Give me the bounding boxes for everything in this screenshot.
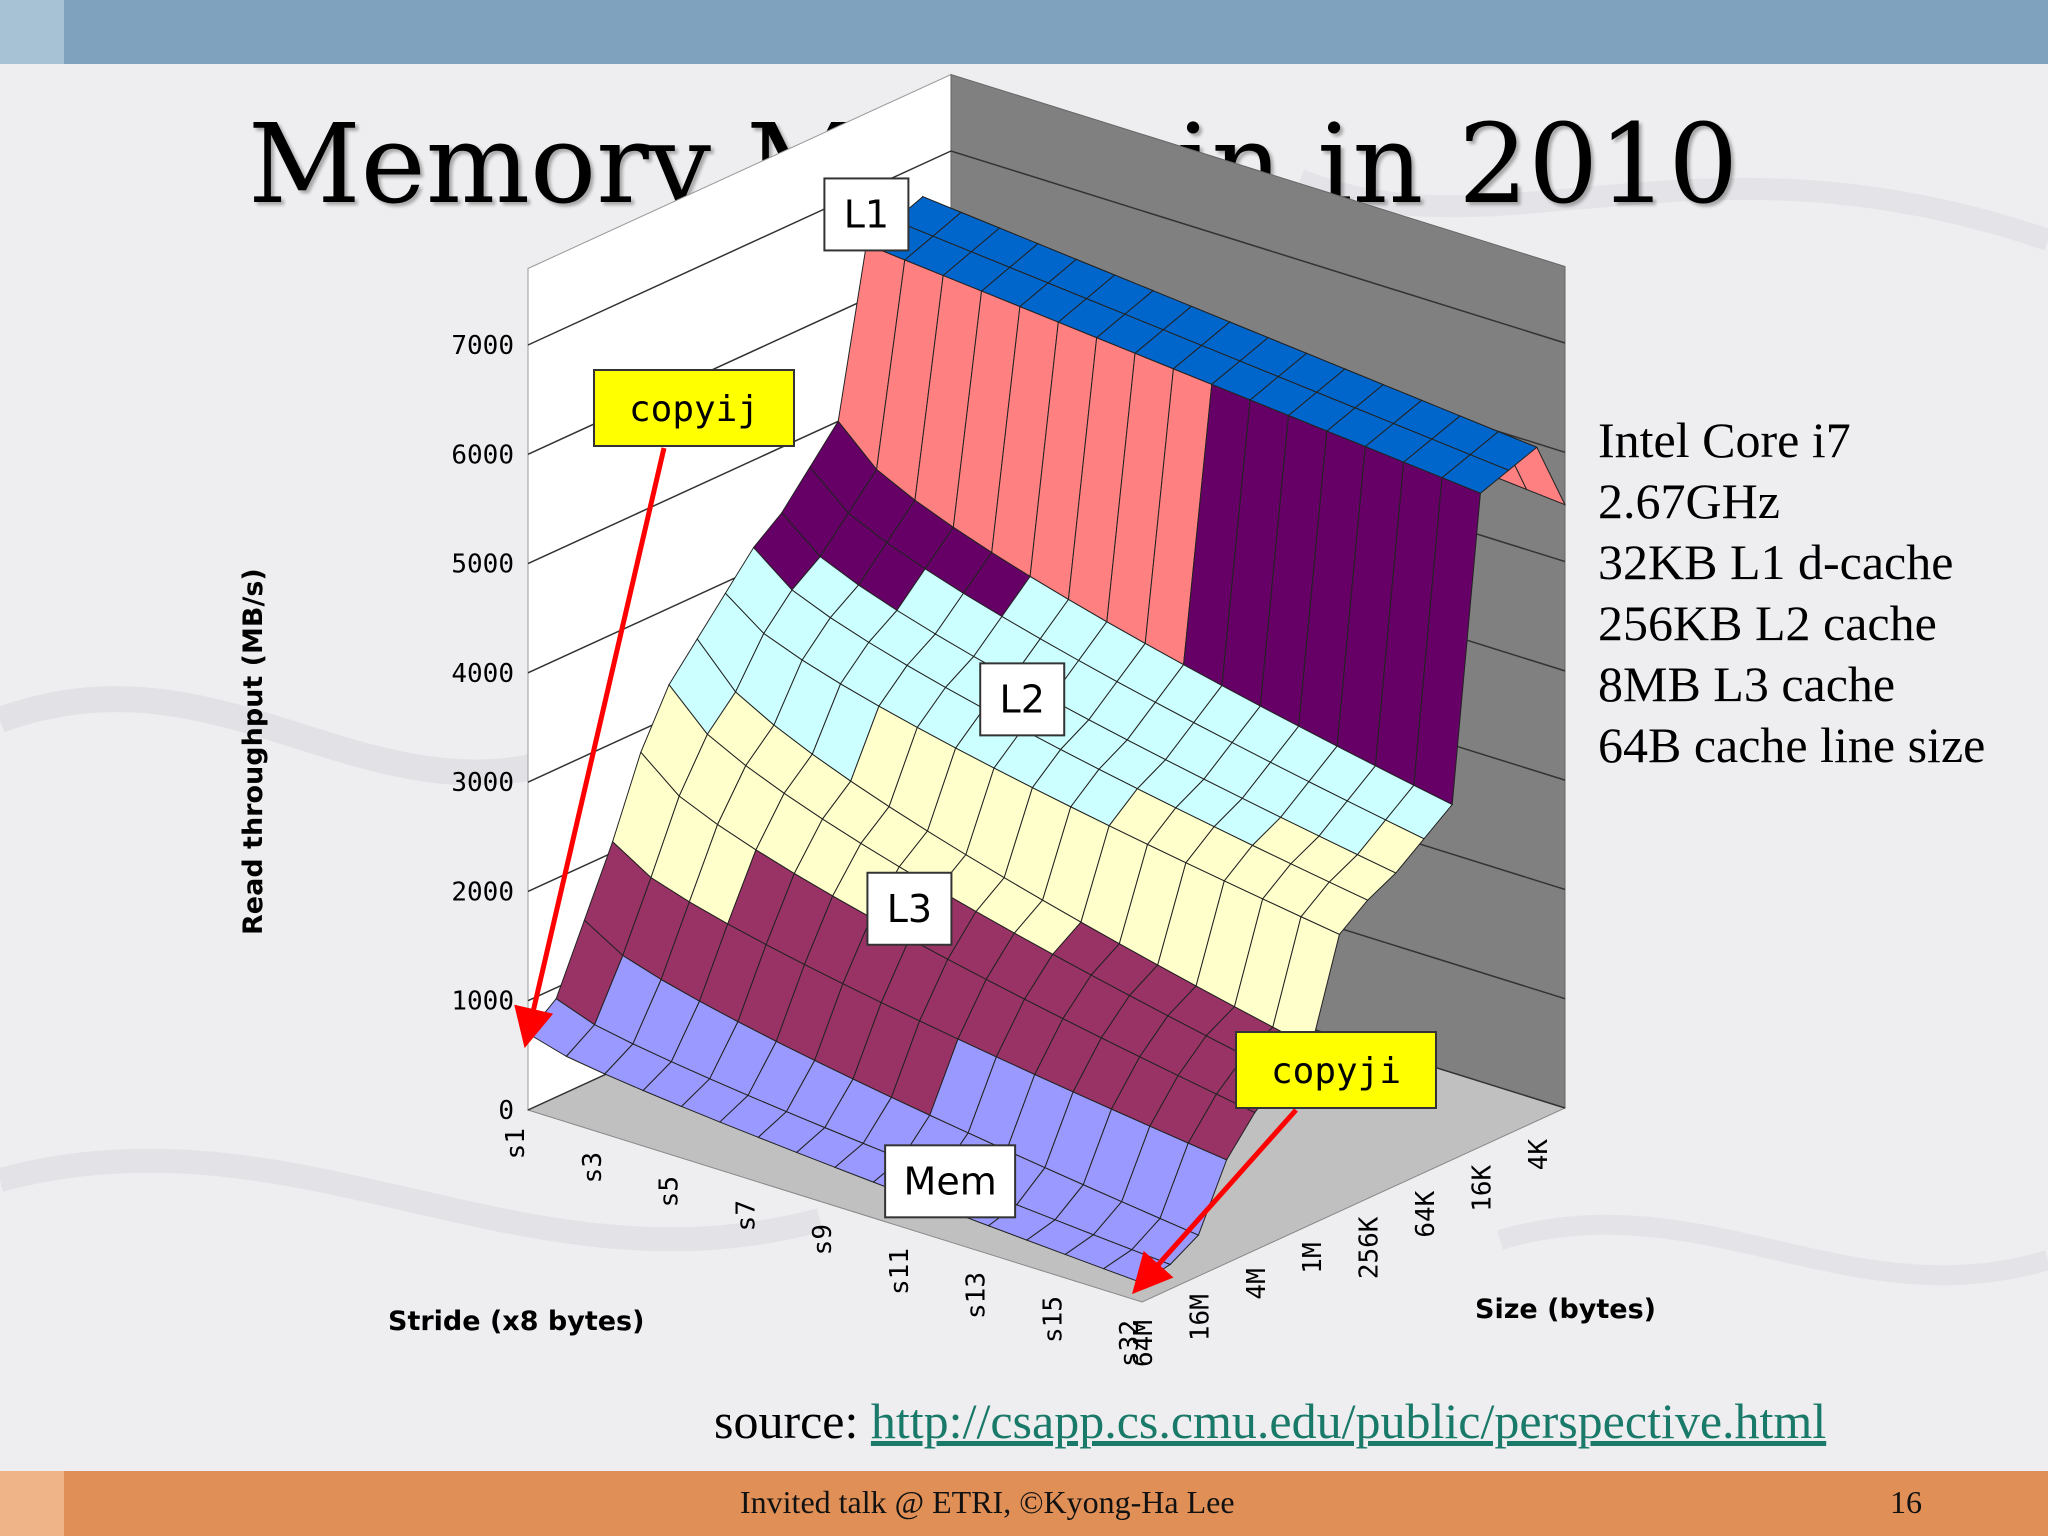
size-axis-label: Size (bytes) — [1475, 1294, 1656, 1325]
top-bar — [64, 0, 2048, 64]
size-tick-label: 4K — [1524, 1139, 1554, 1171]
bottom-bar — [64, 1471, 2048, 1536]
footer-text: Invited talk @ ETRI, ©Kyong-Ha Lee — [740, 1484, 1235, 1520]
size-tick-label: 64M — [1129, 1320, 1159, 1367]
y-tick-label: 2000 — [451, 877, 514, 907]
level-label: L2 — [979, 662, 1066, 737]
callout-arrow — [514, 447, 667, 1049]
level-label-box — [884, 1144, 1017, 1219]
stride-tick-label: s1 — [501, 1128, 531, 1159]
spec-line: 256KB L2 cache — [1598, 595, 1937, 651]
size-tick-label: 16K — [1467, 1164, 1497, 1211]
x-axis-label: Stride (x8 bytes) — [388, 1306, 644, 1337]
spec-line: 64B cache line size — [1598, 717, 1986, 773]
y-tick-label: 7000 — [451, 331, 514, 361]
size-axis-ticks: 64M 16M 4M 1M 256K 64K 16K 4K — [1129, 1139, 1554, 1367]
level-label: L3 — [866, 871, 953, 946]
level-label-text: L2 — [1000, 677, 1045, 721]
stride-tick-label: s13 — [962, 1272, 992, 1319]
stride-tick-label: s32 — [1115, 1320, 1145, 1367]
y-tick-label: 1000 — [451, 987, 514, 1017]
stride-tick-label: s7 — [731, 1200, 761, 1231]
level-label-box — [979, 662, 1066, 737]
callout: copyij — [593, 369, 795, 447]
level-label-text: L3 — [887, 887, 932, 931]
callout-text: copyij — [629, 389, 759, 430]
stride-tick-label: s3 — [578, 1152, 608, 1183]
spec-line: Intel Core i7 — [1598, 412, 1851, 468]
bottom-bar-accent — [0, 1471, 64, 1536]
size-tick-label: 16M — [1185, 1294, 1215, 1341]
stride-tick-label: s9 — [808, 1224, 838, 1255]
source-prefix: source: — [714, 1393, 871, 1449]
cache-level-labels: L1 L2 L3 Mem — [823, 177, 1066, 1219]
level-label-text: L1 — [844, 192, 889, 236]
y-tick-label: 4000 — [451, 659, 514, 689]
size-tick-label: 1M — [1298, 1242, 1328, 1273]
callout-text: copyji — [1271, 1051, 1401, 1092]
y-tick-label: 0 — [498, 1096, 514, 1126]
spec-line: 32KB L1 d-cache — [1598, 534, 1954, 590]
callout-arrow — [1132, 1108, 1298, 1295]
level-label-box — [866, 871, 953, 946]
y-axis-ticks: 0 1000 2000 3000 4000 5000 6000 7000 — [451, 331, 514, 1126]
spec-line: 2.67GHz — [1598, 473, 1780, 529]
callout-box — [593, 369, 795, 447]
source-link[interactable]: http://csapp.cs.cmu.edu/public/perspecti… — [870, 1393, 1827, 1449]
y-tick-label: 5000 — [451, 550, 514, 580]
cpu-specs: Intel Core i7 2.67GHz 32KB L1 d-cache 256KB… — [1598, 410, 1985, 776]
stride-tick-label: s5 — [655, 1176, 685, 1207]
size-tick-label: 4M — [1242, 1268, 1272, 1299]
stride-axis-ticks: s1 s3 s5 s7 s9 s11 s13 s15 s32 — [501, 1128, 1145, 1367]
stride-tick-label: s11 — [885, 1248, 915, 1295]
top-bar-accent — [0, 0, 64, 64]
callout: copyji — [1235, 1031, 1437, 1109]
stride-tick-label: s15 — [1038, 1296, 1068, 1343]
y-axis-label: Read throughput (MB/s) — [238, 568, 269, 935]
y-tick-label: 3000 — [451, 768, 514, 798]
callouts: copyij copyji — [514, 369, 1437, 1295]
source-line: source: http://csapp.cs.cmu.edu/public/p… — [714, 1392, 1826, 1450]
spec-line: 8MB L3 cache — [1598, 656, 1896, 712]
size-tick-label: 64K — [1411, 1190, 1441, 1237]
page-number: 16 — [1890, 1484, 1922, 1520]
y-tick-label: 6000 — [451, 440, 514, 470]
level-label: Mem — [884, 1144, 1017, 1219]
level-label-box — [823, 177, 910, 252]
callout-box — [1235, 1031, 1437, 1109]
level-label: L1 — [823, 177, 910, 252]
level-label-text: Mem — [904, 1159, 997, 1203]
gridline — [527, 150, 1566, 346]
size-tick-label: 256K — [1355, 1216, 1385, 1279]
